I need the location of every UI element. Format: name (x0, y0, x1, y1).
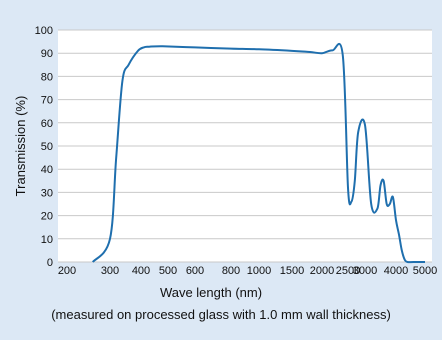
y-tick-label: 40 (41, 164, 53, 176)
x-tick-label: 300 (101, 265, 119, 277)
y-tick-label: 90 (41, 48, 53, 60)
y-axis-title: Transmission (%) (13, 96, 28, 197)
x-tick-label: 500 (159, 265, 177, 277)
x-tick-label: 200 (58, 265, 76, 277)
x-tick-label: 400 (132, 265, 150, 277)
x-tick-label: 2000 (310, 265, 334, 277)
y-tick-label: 80 (41, 71, 53, 83)
x-tick-label: 5000 (413, 265, 437, 277)
x-tick-label: 800 (222, 265, 240, 277)
x-tick-label: 2500 (336, 265, 360, 277)
measurement-note: (measured on processed glass with 1.0 mm… (51, 307, 391, 322)
y-tick-label: 20 (41, 211, 53, 223)
x-axis-title: Wave length (nm) (160, 285, 262, 300)
y-tick-label: 30 (41, 187, 53, 199)
y-tick-label: 10 (41, 234, 53, 246)
transmission-curve (91, 42, 425, 264)
y-tick-label: 60 (41, 118, 53, 130)
x-tick-label: 1000 (247, 265, 271, 277)
x-tick-label: 600 (186, 265, 204, 277)
x-tick-label: 4000 (384, 265, 408, 277)
y-tick-label: 70 (41, 95, 53, 107)
y-tick-label: 50 (41, 141, 53, 153)
y-tick-label: 100 (35, 25, 53, 37)
x-tick-label: 1500 (280, 265, 304, 277)
x-tick-label: 3000 (353, 265, 377, 277)
y-tick-label: 0 (47, 257, 53, 269)
